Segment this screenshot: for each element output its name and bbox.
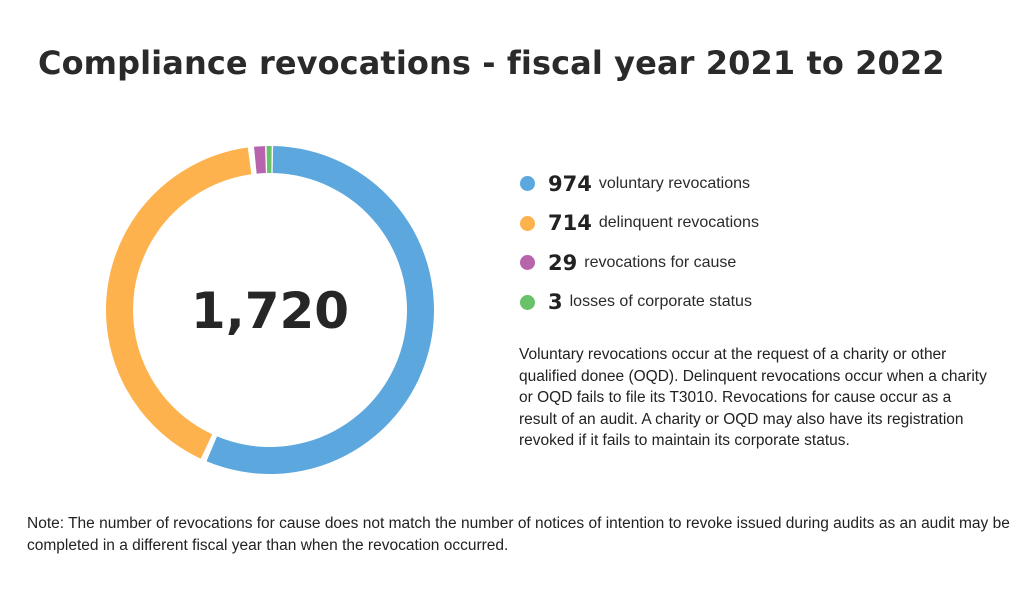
legend-item: 974 voluntary revocations [520, 164, 759, 204]
donut-chart: 1,720 [106, 146, 434, 474]
legend-label: delinquent revocations [598, 214, 759, 232]
legend-label: revocations for cause [584, 253, 737, 271]
legend-item: 3 losses of corporate status [520, 283, 759, 323]
legend-color-dot-icon [520, 176, 535, 192]
legend-value: 29 [548, 250, 578, 275]
footnote-text: Note: The number of revocations for caus… [27, 515, 1010, 554]
donut-slice-1 [206, 146, 434, 474]
donut-slice-3 [254, 146, 266, 174]
legend-color-dot-icon [520, 255, 535, 271]
legend-item: 714 delinquent revocations [520, 204, 759, 244]
donut-total-label: 1,720 [191, 282, 349, 340]
chart-legend: 974 voluntary revocations 714 delinquent re… [520, 164, 759, 322]
legend-value: 974 [548, 171, 592, 196]
description-text: Voluntary revocations occur at the reque… [519, 346, 987, 449]
legend-label: losses of corporate status [569, 293, 752, 311]
legend-item: 29 revocations for cause [520, 243, 759, 283]
legend-label: voluntary revocations [598, 174, 751, 192]
legend-value: 3 [548, 290, 563, 315]
donut-slice-4 [266, 146, 272, 174]
donut-slice-2 [106, 147, 252, 459]
chart-title: Compliance revocations - fiscal year 202… [38, 44, 945, 82]
legend-value: 714 [548, 211, 592, 236]
legend-color-dot-icon [520, 294, 535, 310]
legend-color-dot-icon [520, 215, 535, 231]
